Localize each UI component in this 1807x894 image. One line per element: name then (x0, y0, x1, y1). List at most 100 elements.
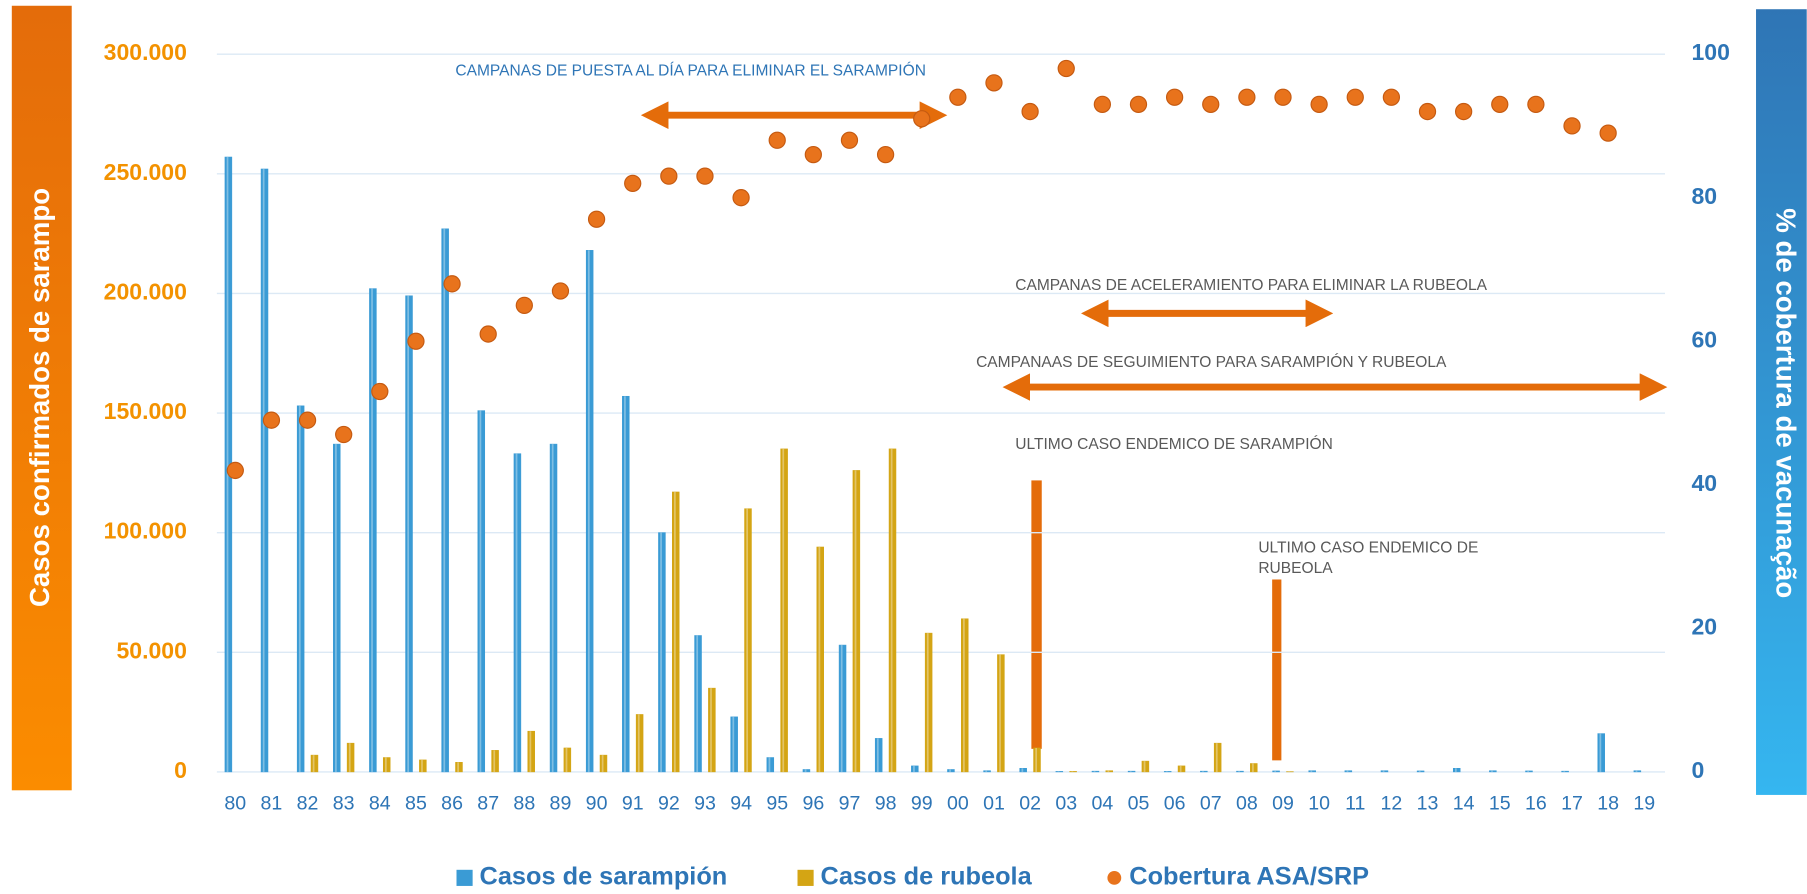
bar (1141, 760, 1150, 773)
x-tick-label: 13 (1417, 792, 1439, 814)
bar (527, 730, 535, 773)
bar-highlight (913, 765, 915, 772)
bar (635, 714, 644, 773)
bar (405, 295, 413, 773)
bar-highlight (949, 769, 951, 772)
x-tick-label: 88 (513, 792, 535, 814)
bar-highlight (732, 716, 735, 772)
bar (563, 747, 572, 773)
legend-marker (456, 869, 473, 886)
bar-highlight (804, 769, 807, 772)
bar (1525, 770, 1533, 773)
bar-highlight (348, 743, 351, 772)
bar (1416, 770, 1425, 773)
bar (1091, 770, 1100, 773)
bar (780, 448, 788, 773)
x-tick-label: 06 (1164, 792, 1186, 814)
point (840, 131, 859, 149)
x-tick-label: 96 (802, 792, 824, 814)
bar-highlight (1238, 771, 1240, 772)
bar (961, 618, 969, 773)
x-tick-label: 15 (1489, 792, 1511, 814)
x-tick-label: 19 (1633, 792, 1655, 814)
bar (1561, 770, 1569, 773)
bar-highlight (1093, 771, 1096, 772)
point (1382, 88, 1401, 106)
legend-marker (1107, 870, 1122, 885)
bar-highlight (624, 396, 626, 772)
bar (838, 644, 847, 773)
bar (491, 750, 499, 773)
annotation: ULTIMO CASO ENDEMICO DE (1258, 539, 1478, 556)
bar-highlight (818, 546, 821, 772)
bar-highlight (1346, 770, 1349, 772)
x-tick-label: 18 (1597, 792, 1619, 814)
bar (513, 453, 522, 773)
bar (369, 288, 377, 773)
point (226, 461, 244, 480)
point (624, 174, 642, 192)
x-tick-label: 91 (622, 792, 644, 814)
y2-axis-label: % de cobertura de vacunação (1770, 208, 1801, 598)
bar-highlight (1107, 770, 1110, 772)
x-tick-label: 84 (369, 792, 391, 814)
bar-highlight (985, 770, 988, 772)
bar (1344, 770, 1353, 773)
x-tick-label: 97 (839, 792, 861, 814)
point (551, 282, 570, 300)
point (696, 167, 714, 185)
bar (1272, 770, 1280, 773)
bar (947, 769, 955, 773)
point (1346, 88, 1364, 106)
annotation: CAMPANAS DE PUESTA AL DÍA PARA ELIMINAR … (455, 63, 926, 80)
bar-highlight (565, 747, 568, 772)
annotation: CAMPANAS DE ACELERAMIENTO PARA ELIMINAR … (1015, 277, 1487, 294)
bar-highlight (696, 635, 699, 772)
legend-marker (797, 869, 814, 886)
bar (455, 762, 463, 773)
bar (549, 443, 558, 773)
bar (1489, 770, 1497, 773)
bar-highlight (1418, 770, 1421, 772)
bar-highlight (963, 618, 965, 772)
bar-highlight (1143, 761, 1146, 772)
bar-highlight (1021, 768, 1024, 772)
bar-highlight (587, 250, 590, 772)
bar-highlight (746, 508, 749, 772)
bar (983, 770, 991, 773)
point (515, 296, 533, 314)
bar-highlight (1179, 765, 1182, 772)
bar-highlight (876, 738, 879, 772)
bar-highlight (457, 762, 459, 772)
x-tick-label: 11 (1345, 792, 1365, 814)
bar (260, 168, 269, 773)
bar (1127, 770, 1136, 773)
bar-highlight (262, 168, 265, 772)
x-tick-label: 07 (1200, 792, 1222, 814)
bar-highlight (840, 645, 843, 772)
y2-tick-label: 20 (1692, 613, 1718, 639)
bar (1597, 733, 1605, 773)
point (913, 110, 931, 128)
bar-highlight (298, 405, 301, 772)
bar-highlight (854, 470, 857, 772)
bar-highlight (1202, 771, 1204, 772)
bar (1200, 770, 1208, 773)
bar-highlight (407, 295, 410, 772)
bar-highlight (551, 444, 554, 772)
bar-highlight (768, 757, 771, 772)
x-tick-label: 14 (1453, 792, 1475, 814)
annotation: RUBEOLA (1258, 560, 1333, 577)
x-tick-label: 93 (694, 792, 716, 814)
bar-highlight (1599, 733, 1602, 772)
point (335, 425, 353, 444)
bar (382, 757, 391, 773)
bar-highlight (601, 755, 604, 772)
bar-highlight (1635, 770, 1638, 772)
bar (346, 742, 355, 773)
bar (730, 716, 738, 773)
x-tick-label: 99 (911, 792, 933, 814)
point (443, 275, 461, 293)
right-axis-band (1756, 9, 1807, 795)
